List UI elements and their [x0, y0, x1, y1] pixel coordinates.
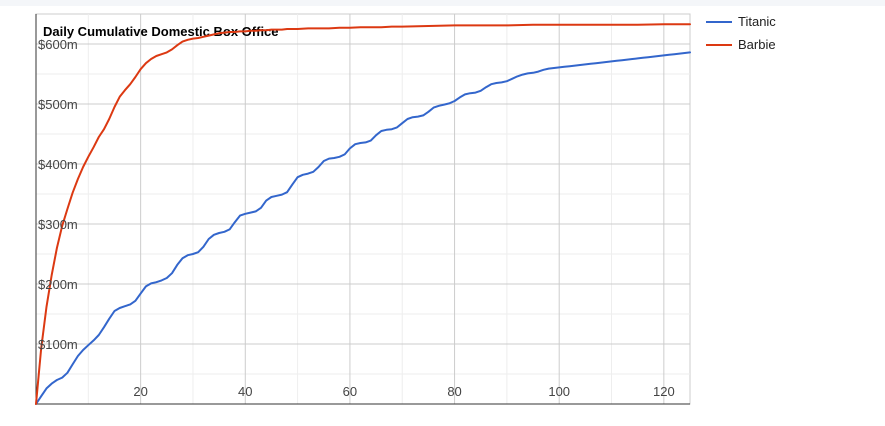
y-axis-labels: $100m $200m $300m $400m $500m $600m — [38, 37, 78, 352]
y-tick-label: $300m — [38, 217, 78, 232]
series-line-barbie — [35, 23, 691, 405]
grid-lines — [36, 14, 690, 404]
legend-label-titanic: Titanic — [738, 14, 776, 29]
top-strip — [0, 0, 885, 6]
plot-area — [35, 13, 691, 405]
x-tick-label: 120 — [653, 384, 675, 399]
y-tick-label: $100m — [38, 337, 78, 352]
x-tick-label: 20 — [133, 384, 147, 399]
series-lines — [35, 23, 691, 405]
y-tick-label: $400m — [38, 157, 78, 172]
series-line-titanic — [35, 51, 691, 405]
y-tick-label: $500m — [38, 97, 78, 112]
y-tick-label: $600m — [38, 37, 78, 52]
y-tick-label: $200m — [38, 277, 78, 292]
legend: Titanic Barbie — [706, 14, 776, 52]
x-tick-label: 60 — [343, 384, 357, 399]
x-axis-labels: 20 40 60 80 100 120 — [133, 384, 674, 399]
chart-title: Daily Cumulative Domestic Box Office — [43, 24, 279, 39]
legend-label-barbie: Barbie — [738, 37, 776, 52]
x-tick-label: 100 — [548, 384, 570, 399]
x-tick-label: 80 — [447, 384, 461, 399]
x-tick-label: 40 — [238, 384, 252, 399]
